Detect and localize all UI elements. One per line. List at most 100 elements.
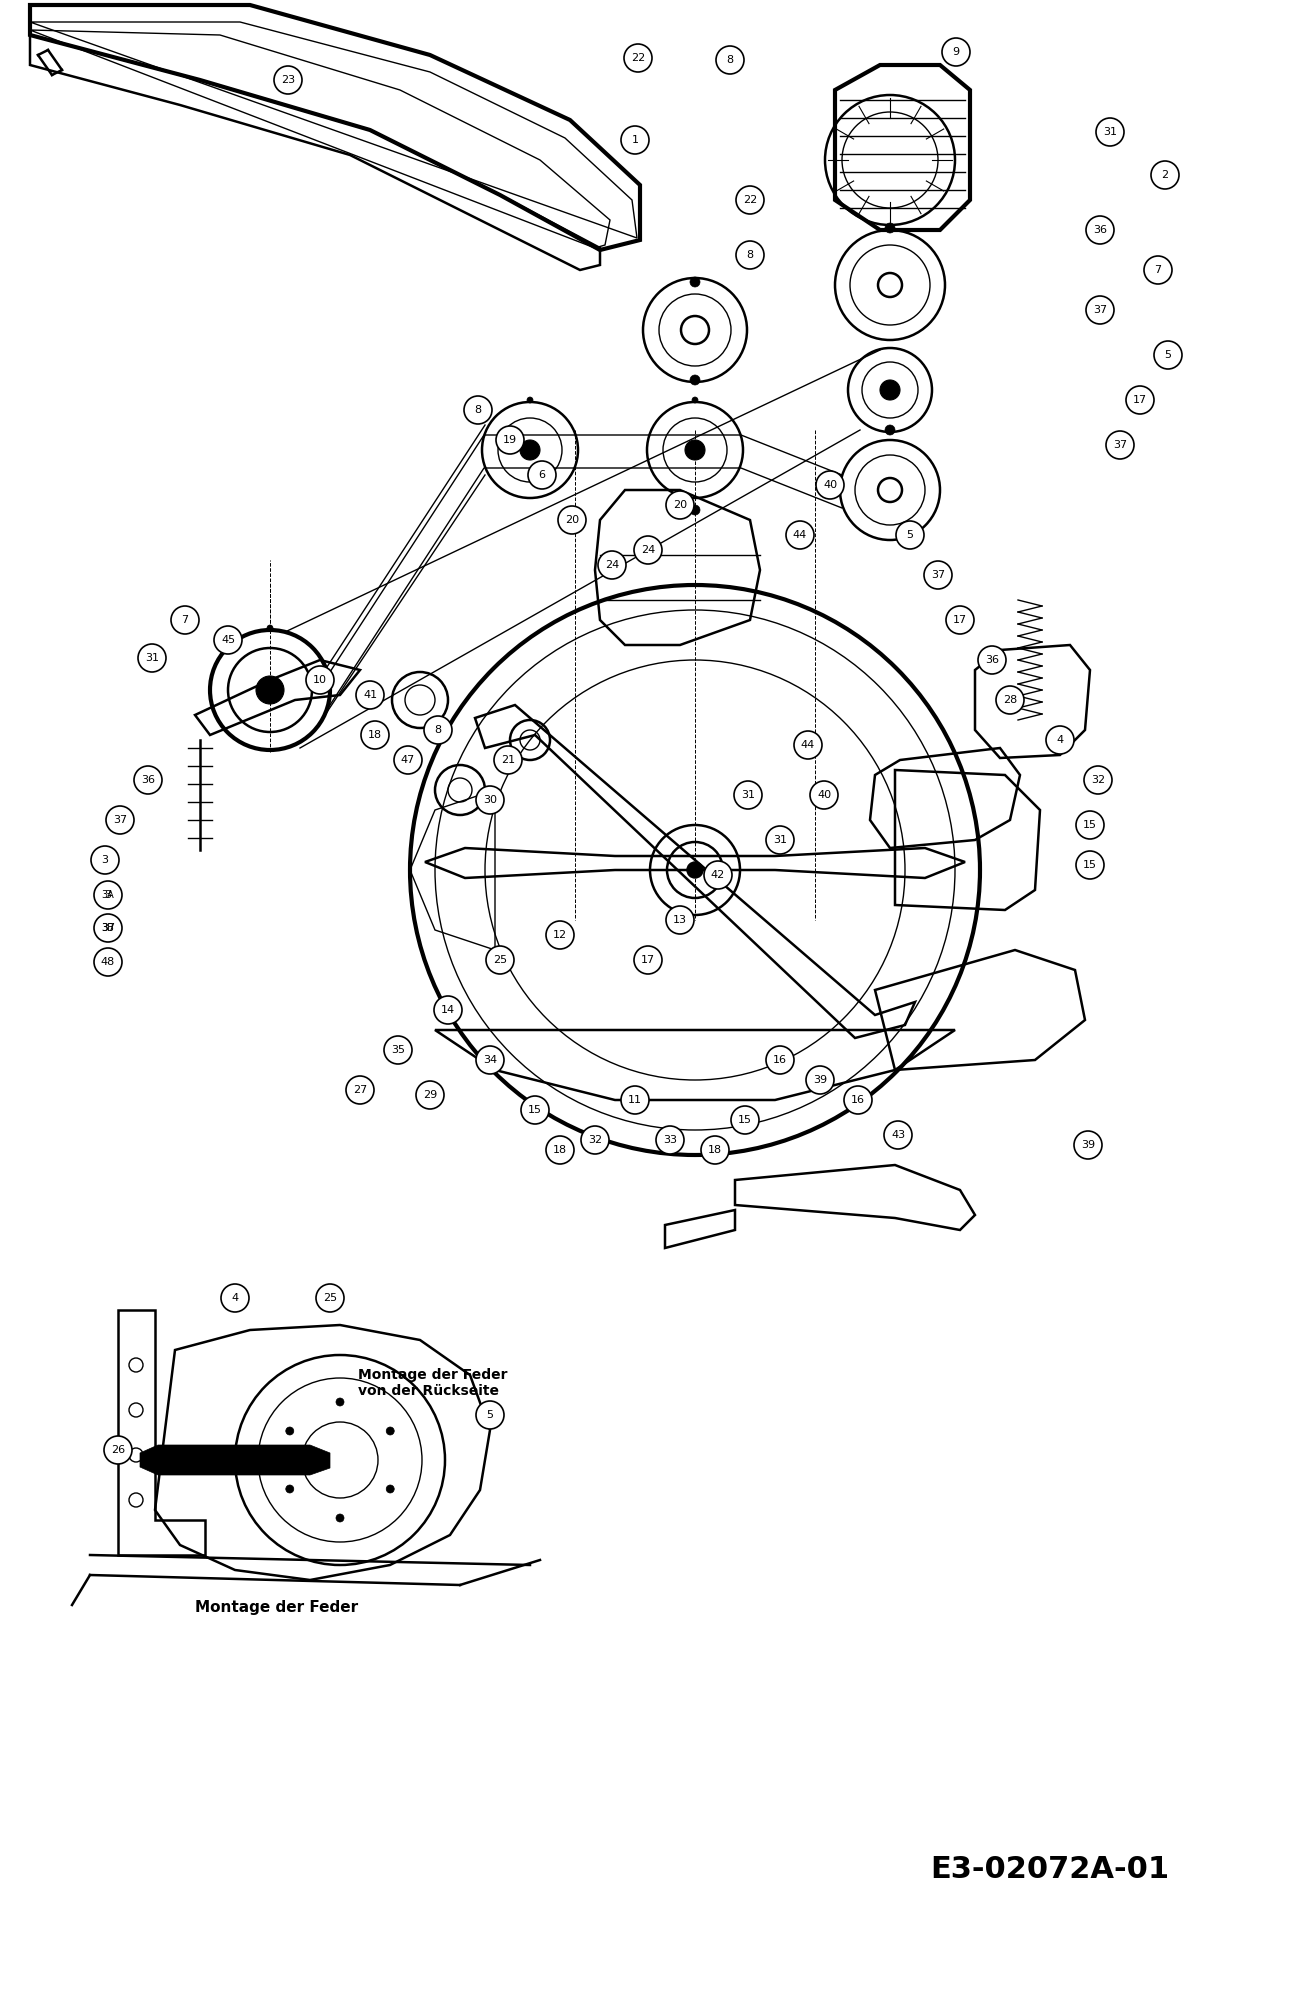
Circle shape <box>716 46 744 74</box>
Circle shape <box>221 1284 249 1312</box>
Text: 5: 5 <box>907 530 913 540</box>
Circle shape <box>621 1086 649 1114</box>
Circle shape <box>1084 766 1112 794</box>
Circle shape <box>424 716 452 744</box>
Circle shape <box>1096 118 1124 146</box>
Circle shape <box>733 780 762 808</box>
Circle shape <box>485 946 514 974</box>
Text: 3A: 3A <box>102 890 115 900</box>
Circle shape <box>521 1096 549 1124</box>
Circle shape <box>529 462 556 488</box>
Circle shape <box>94 914 121 942</box>
Text: 29: 29 <box>423 1090 437 1100</box>
Circle shape <box>1144 256 1172 284</box>
Circle shape <box>559 506 586 534</box>
Circle shape <box>703 860 732 888</box>
Circle shape <box>690 376 699 384</box>
Circle shape <box>435 996 462 1024</box>
Text: 9: 9 <box>953 46 959 56</box>
Circle shape <box>335 1398 345 1406</box>
Text: 32: 32 <box>589 1136 602 1144</box>
Circle shape <box>816 470 844 498</box>
Text: 17: 17 <box>641 956 655 966</box>
Text: 24: 24 <box>641 544 655 554</box>
Text: 36: 36 <box>1094 224 1107 234</box>
Circle shape <box>1077 852 1104 880</box>
Circle shape <box>316 1284 345 1312</box>
Text: 26: 26 <box>111 1444 125 1456</box>
Circle shape <box>214 626 241 654</box>
Text: 45: 45 <box>221 636 235 644</box>
Text: 22: 22 <box>630 52 645 62</box>
Text: 11: 11 <box>628 1096 642 1104</box>
Circle shape <box>94 880 121 908</box>
Text: 14: 14 <box>441 1004 455 1016</box>
Circle shape <box>880 380 900 400</box>
Circle shape <box>386 1428 394 1436</box>
Text: 33: 33 <box>663 1136 677 1144</box>
Text: 48: 48 <box>100 958 115 968</box>
Text: 5: 5 <box>1164 350 1172 360</box>
Text: 8: 8 <box>475 404 482 416</box>
Text: 37: 37 <box>1094 304 1107 314</box>
Text: 3: 3 <box>102 856 108 864</box>
Circle shape <box>581 1126 609 1154</box>
Circle shape <box>545 920 574 950</box>
Circle shape <box>1154 340 1182 368</box>
Text: 40: 40 <box>823 480 837 490</box>
Circle shape <box>736 186 763 214</box>
Circle shape <box>134 766 162 794</box>
Text: 7: 7 <box>1155 264 1161 274</box>
Text: 4: 4 <box>1057 734 1064 744</box>
Circle shape <box>598 550 626 580</box>
Circle shape <box>690 276 699 286</box>
Text: 35: 35 <box>392 1044 405 1056</box>
Text: 21: 21 <box>501 754 515 764</box>
Text: 42: 42 <box>711 870 726 880</box>
Circle shape <box>634 946 662 974</box>
Text: 30: 30 <box>483 794 497 804</box>
Circle shape <box>1086 216 1114 244</box>
Text: 18: 18 <box>707 1144 722 1156</box>
Circle shape <box>384 1036 412 1064</box>
Text: 39: 39 <box>813 1076 827 1084</box>
Circle shape <box>386 1484 394 1492</box>
Text: 15: 15 <box>1083 820 1098 830</box>
Circle shape <box>701 1136 729 1164</box>
Circle shape <box>656 1126 684 1154</box>
Circle shape <box>766 1046 793 1074</box>
Text: 34: 34 <box>483 1056 497 1064</box>
Circle shape <box>731 1106 760 1134</box>
Text: 31: 31 <box>773 836 787 844</box>
Circle shape <box>692 396 698 404</box>
Text: 8: 8 <box>435 724 441 734</box>
Text: 8: 8 <box>727 54 733 64</box>
Circle shape <box>766 826 793 854</box>
Text: 32: 32 <box>1091 774 1105 784</box>
Circle shape <box>416 1080 444 1108</box>
Circle shape <box>527 396 532 404</box>
Text: 31: 31 <box>741 790 756 800</box>
Circle shape <box>256 676 284 704</box>
Circle shape <box>786 520 814 548</box>
Text: 31: 31 <box>145 652 159 664</box>
Text: 3B: 3B <box>102 924 115 932</box>
Circle shape <box>685 440 705 460</box>
Circle shape <box>885 222 895 232</box>
Text: 16: 16 <box>773 1056 787 1064</box>
Text: 2: 2 <box>1161 170 1168 180</box>
Circle shape <box>106 806 134 834</box>
Text: 20: 20 <box>673 500 686 510</box>
Circle shape <box>885 426 895 436</box>
Circle shape <box>268 624 273 632</box>
Text: 39: 39 <box>1081 1140 1095 1150</box>
Circle shape <box>91 846 119 874</box>
Text: 40: 40 <box>817 790 831 800</box>
Text: 27: 27 <box>352 1084 367 1096</box>
Circle shape <box>286 1428 294 1436</box>
Circle shape <box>883 1120 912 1148</box>
Circle shape <box>686 862 703 878</box>
Text: 36: 36 <box>985 656 1000 664</box>
Text: 18: 18 <box>553 1144 568 1156</box>
Circle shape <box>286 1484 294 1492</box>
